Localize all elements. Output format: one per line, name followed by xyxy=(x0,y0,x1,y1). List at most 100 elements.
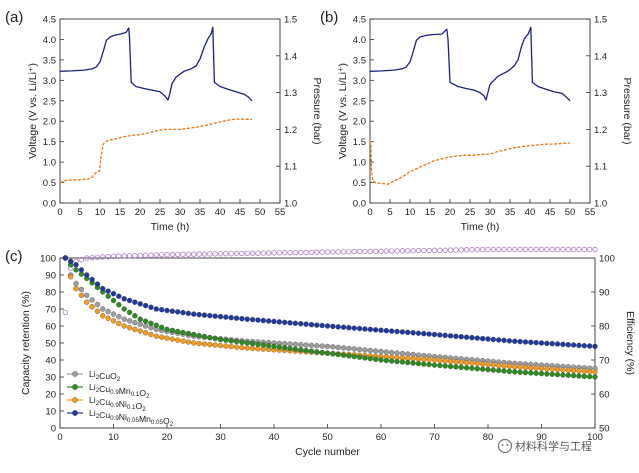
data-point xyxy=(485,336,491,342)
data-point xyxy=(442,358,448,364)
data-point xyxy=(335,344,341,351)
data-point xyxy=(201,341,208,347)
data-point xyxy=(389,248,395,254)
data-point xyxy=(233,250,240,257)
y-tick-label: 70 xyxy=(45,305,56,316)
data-point xyxy=(185,330,192,337)
data-point xyxy=(421,356,427,362)
data-point xyxy=(415,356,422,362)
data-point xyxy=(158,307,165,313)
data-point xyxy=(308,342,315,349)
data-point xyxy=(201,312,208,318)
x-tick-label: 20 xyxy=(445,207,456,218)
data-point xyxy=(287,249,293,256)
data-point xyxy=(324,343,331,350)
series-li2cu0-9mn0-1o2 xyxy=(62,255,598,380)
data-point xyxy=(356,346,363,353)
data-point xyxy=(496,337,502,343)
x-tick-label: 15 xyxy=(425,207,436,218)
data-point xyxy=(110,311,117,317)
data-point xyxy=(415,360,422,367)
data-point xyxy=(458,247,464,253)
wechat-icon-dot xyxy=(501,444,504,446)
data-point xyxy=(426,331,432,337)
data-point xyxy=(217,336,224,343)
x-tick-label: 55 xyxy=(585,207,596,218)
data-point xyxy=(581,343,587,349)
data-point xyxy=(394,248,400,254)
data-point xyxy=(570,342,577,348)
data-point xyxy=(587,374,593,380)
data-point xyxy=(522,246,529,253)
data-point xyxy=(308,249,315,256)
data-point xyxy=(437,357,443,364)
y-tick-label: 2.0 xyxy=(43,117,56,128)
y-tick-label: 3.0 xyxy=(353,76,366,87)
y-tick-label: 1.0 xyxy=(43,158,56,169)
data-point xyxy=(180,338,186,344)
data-point xyxy=(474,366,480,372)
data-point xyxy=(164,251,170,258)
data-point xyxy=(249,317,256,323)
data-point xyxy=(116,293,122,299)
data-point xyxy=(185,339,192,345)
data-point xyxy=(522,364,529,371)
data-point xyxy=(383,349,390,355)
data-point xyxy=(126,325,133,331)
y-axis-label: Voltage (V vs. Li/Li⁺) xyxy=(27,63,39,159)
data-point xyxy=(105,315,111,322)
data-point xyxy=(351,353,357,360)
data-point xyxy=(100,313,106,319)
data-point xyxy=(501,363,507,369)
data-point xyxy=(223,337,229,343)
data-point xyxy=(164,326,170,333)
data-point xyxy=(367,326,373,333)
data-point xyxy=(517,338,523,345)
data-point xyxy=(271,250,277,256)
data-point xyxy=(249,341,256,347)
data-point xyxy=(372,356,379,362)
x-tick-label: 25 xyxy=(465,207,476,218)
data-point xyxy=(437,332,443,338)
data-point xyxy=(212,342,218,348)
data-point xyxy=(447,333,454,339)
data-point xyxy=(324,249,331,255)
data-point xyxy=(191,311,197,317)
y-tick-label: 100 xyxy=(40,254,56,265)
data-point xyxy=(506,368,513,375)
data-point xyxy=(292,320,299,326)
data-point xyxy=(522,369,529,376)
y2-tick-label: 50 xyxy=(599,424,610,435)
data-point xyxy=(126,253,133,259)
y2-tick-label: 1.0 xyxy=(284,199,297,210)
data-point xyxy=(142,318,149,324)
data-point xyxy=(153,306,159,312)
data-point xyxy=(207,341,213,348)
data-point xyxy=(282,250,288,256)
plot-frame xyxy=(369,18,591,204)
data-point xyxy=(362,248,368,255)
series-line-voltage xyxy=(369,26,571,102)
wechat-icon-dot xyxy=(506,444,509,446)
data-point xyxy=(458,334,464,340)
data-point xyxy=(223,314,229,320)
data-point xyxy=(89,254,95,261)
data-point xyxy=(223,343,229,349)
data-point xyxy=(474,360,480,367)
y2-tick-label: 1.1 xyxy=(284,162,297,173)
data-point xyxy=(351,346,357,352)
data-point xyxy=(121,316,127,322)
data-point xyxy=(549,366,555,372)
x-tick-label: 40 xyxy=(525,207,536,218)
legend-swatch-marker xyxy=(72,371,78,377)
data-point xyxy=(158,334,165,340)
data-point xyxy=(255,250,261,256)
data-point xyxy=(100,254,106,260)
data-point xyxy=(244,345,250,351)
data-point xyxy=(538,365,545,372)
data-point xyxy=(587,343,593,349)
data-point xyxy=(164,307,170,314)
data-point xyxy=(265,318,272,324)
data-point xyxy=(314,249,320,255)
x-tick-label: 55 xyxy=(275,207,286,218)
